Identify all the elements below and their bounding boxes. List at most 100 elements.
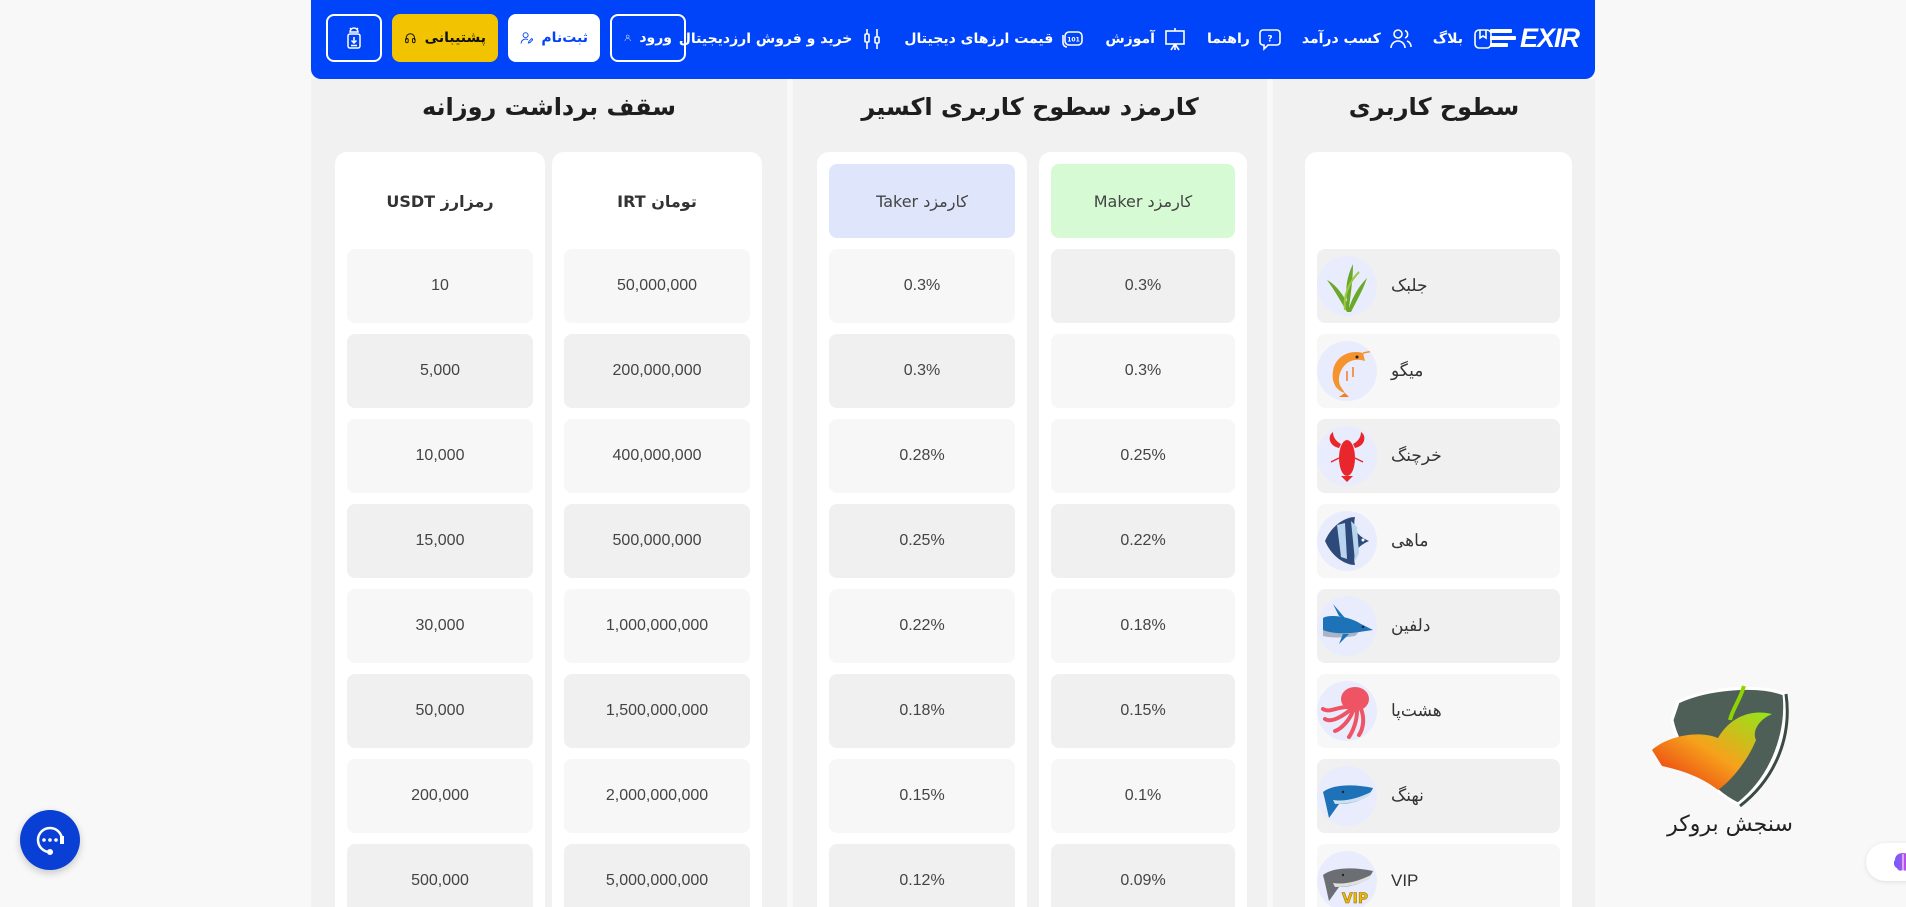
logo-text: EXIR xyxy=(1519,22,1580,53)
irt-limit-card: تومان IRT 50,000,000 200,000,000 400,000… xyxy=(552,152,762,907)
sanjesh-broker-text: سنجش بروکر xyxy=(1667,812,1793,837)
svg-text:VIP: VIP xyxy=(1342,891,1368,907)
vip-whale-icon: VIP xyxy=(1317,851,1377,907)
maker-fee-cell: 0.09% xyxy=(1051,844,1235,907)
fees-title: کارمزد سطوح کاربری اکسیر xyxy=(861,93,1199,121)
level-name: نهنگ xyxy=(1391,786,1424,805)
taker-fee-cell: 0.3% xyxy=(829,249,1015,323)
register-label: ثبت‌نام xyxy=(541,30,588,46)
taker-fee-cell: 0.15% xyxy=(829,759,1015,833)
header-actions: پشتیبانی ثبت‌نام ورود xyxy=(326,14,686,62)
usdt-limit-cell: 10,000 xyxy=(347,419,533,493)
nav-prices-label: قیمت ارزهای دیجیتال xyxy=(904,31,1054,47)
svg-text:101: 101 xyxy=(1068,37,1081,44)
usdt-limit-cell: 10 xyxy=(347,249,533,323)
usdt-limit-cell: 50,000 xyxy=(347,674,533,748)
support-chat-button[interactable] xyxy=(20,810,80,870)
sanjesh-broker-logo[interactable] xyxy=(1648,680,1790,840)
maker-fee-card: کارمزد Maker 0.3% 0.3% 0.25% 0.22% 0.18%… xyxy=(1039,152,1247,907)
ai-assistant-button[interactable] xyxy=(1866,843,1906,881)
users-icon xyxy=(1389,29,1412,49)
level-row: جلبک xyxy=(1317,249,1560,323)
taker-fee-cell: 0.25% xyxy=(829,504,1015,578)
level-row: خرچنگ xyxy=(1317,419,1560,493)
taker-fee-cell: 0.3% xyxy=(829,334,1015,408)
user-edit-icon xyxy=(520,32,534,44)
level-name: میگو xyxy=(1391,361,1424,380)
taker-fee-cell: 0.22% xyxy=(829,589,1015,663)
usdt-limit-cell: 500,000 xyxy=(347,844,533,907)
nav-help-label: راهنما xyxy=(1206,31,1250,47)
maker-fee-cell: 0.3% xyxy=(1051,334,1235,408)
logo-bars-icon xyxy=(1489,29,1516,47)
irt-limit-cell: 1,000,000,000 xyxy=(564,589,750,663)
nav-prices[interactable]: 101 قیمت ارزهای دیجیتال xyxy=(904,27,1085,51)
irt-limit-cell: 2,000,000,000 xyxy=(564,759,750,833)
user-levels-section: سطوح کاربری جلبک میگو خرچنگ ماهی xyxy=(1273,79,1595,907)
fees-section: کارمزد سطوح کاربری اکسیر کارمزد Maker 0.… xyxy=(793,79,1267,907)
usdt-limit-card: رمزارز USDT 10 5,000 10,000 15,000 30,00… xyxy=(335,152,545,907)
support-chat-icon xyxy=(36,826,64,856)
nav-learn-label: آموزش xyxy=(1105,31,1155,47)
level-row: VIP VIP xyxy=(1317,844,1560,907)
maker-fee-header: کارمزد Maker xyxy=(1051,164,1235,238)
taker-fee-cell: 0.18% xyxy=(829,674,1015,748)
presentation-board-icon xyxy=(1165,28,1185,51)
usdt-limit-cell: 30,000 xyxy=(347,589,533,663)
level-name: هشت‌پا xyxy=(1391,701,1442,720)
user-levels-title: سطوح کاربری xyxy=(1348,93,1520,121)
irt-limit-cell: 5,000,000,000 xyxy=(564,844,750,907)
user-levels-card: جلبک میگو خرچنگ ماهی دلفین xyxy=(1305,152,1572,907)
support-label: پشتیبانی xyxy=(424,30,486,46)
nav-earn[interactable]: کسب درآمد xyxy=(1302,27,1413,51)
brain-icon xyxy=(1893,853,1906,871)
maker-fee-cell: 0.25% xyxy=(1051,419,1235,493)
app-download-button[interactable] xyxy=(326,14,382,62)
usdt-limit-cell: 200,000 xyxy=(347,759,533,833)
svg-text:?: ? xyxy=(1267,35,1272,45)
level-row: هشت‌پا xyxy=(1317,674,1560,748)
bull-bear-shield-icon xyxy=(1652,685,1789,808)
nav-learn[interactable]: آموزش xyxy=(1105,27,1187,51)
book-icon xyxy=(1474,29,1492,49)
maker-fee-cell: 0.1% xyxy=(1051,759,1235,833)
usdt-limit-cell: 15,000 xyxy=(347,504,533,578)
level-name: VIP xyxy=(1391,871,1419,890)
level-row: ماهی xyxy=(1317,504,1560,578)
taker-fee-cell: 0.12% xyxy=(829,844,1015,907)
nav-trade[interactable]: خرید و فروش ارزدیجیتال xyxy=(679,27,885,51)
register-button[interactable]: ثبت‌نام xyxy=(508,14,600,62)
question-bubble-icon: ? xyxy=(1259,29,1281,51)
usdt-limit-cell: 5,000 xyxy=(347,334,533,408)
irt-limit-cell: 400,000,000 xyxy=(564,419,750,493)
nav-blog[interactable]: بلاگ xyxy=(1433,27,1495,51)
price-tag-icon: 101 xyxy=(1062,31,1084,48)
irt-limit-cell: 50,000,000 xyxy=(564,249,750,323)
exir-logo[interactable]: EXIR xyxy=(1489,22,1580,53)
fish-icon xyxy=(1317,511,1377,571)
level-row: نهنگ xyxy=(1317,759,1560,833)
level-name: دلفین xyxy=(1391,616,1431,635)
candlestick-icon xyxy=(864,29,881,49)
login-label: ورود xyxy=(639,30,672,46)
login-button[interactable]: ورود xyxy=(610,14,686,62)
headphones-icon xyxy=(405,33,416,44)
level-name: ماهی xyxy=(1391,531,1429,550)
seaweed-icon xyxy=(1317,256,1377,316)
support-button[interactable]: پشتیبانی xyxy=(392,14,498,62)
top-navbar: EXIR خرید و فروش ارزدیجیتال 101 قیمت ارز… xyxy=(311,0,1595,79)
irt-limit-cell: 500,000,000 xyxy=(564,504,750,578)
maker-fee-cell: 0.18% xyxy=(1051,589,1235,663)
shrimp-icon xyxy=(1317,341,1377,401)
maker-fee-cell: 0.3% xyxy=(1051,249,1235,323)
whale-icon xyxy=(1317,766,1377,826)
level-row: دلفین xyxy=(1317,589,1560,663)
withdrawal-limit-section: سقف برداشت روزانه تومان IRT 50,000,000 2… xyxy=(311,79,787,907)
dolphin-icon xyxy=(1317,596,1377,656)
usdt-header: رمزارز USDT xyxy=(386,191,494,211)
lobster-icon xyxy=(1317,426,1377,486)
nav-help[interactable]: ? راهنما xyxy=(1207,27,1282,51)
maker-fee-cell: 0.22% xyxy=(1051,504,1235,578)
withdrawal-limit-title: سقف برداشت روزانه xyxy=(421,93,676,121)
level-row: میگو xyxy=(1317,334,1560,408)
